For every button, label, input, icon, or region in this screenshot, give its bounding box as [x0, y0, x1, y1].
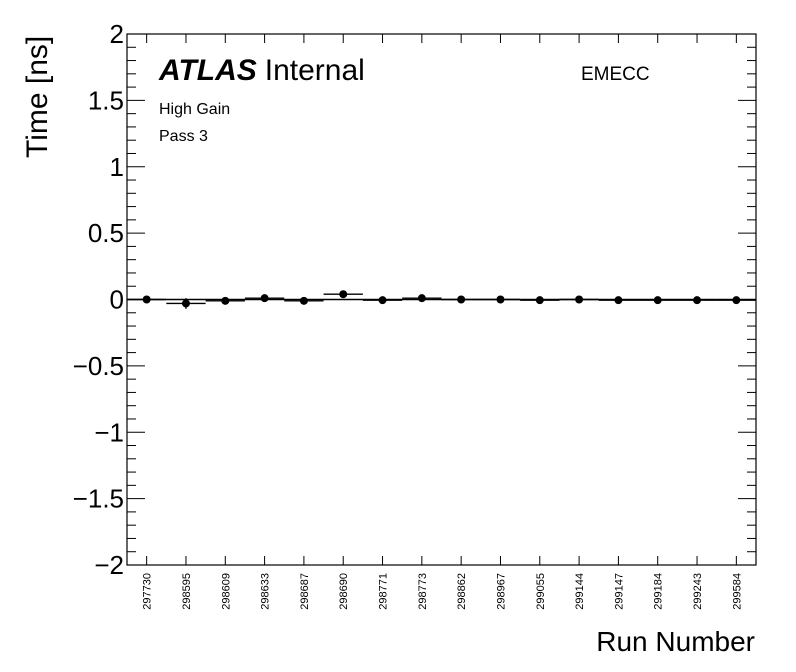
- data-point-marker: [693, 296, 702, 305]
- data-point-marker: [339, 290, 348, 299]
- data-point-marker: [732, 296, 741, 305]
- x-tick-label: 299144: [574, 573, 586, 610]
- data-point: [244, 294, 285, 303]
- pass-label: Pass 3: [159, 128, 208, 145]
- data-point: [716, 296, 756, 305]
- data-point: [520, 296, 560, 305]
- y-tick-label: −1.5: [73, 484, 124, 514]
- x-tick-label: 298609: [220, 573, 232, 610]
- data-point: [362, 296, 403, 305]
- data-point: [127, 295, 167, 304]
- data-point-marker: [299, 296, 308, 305]
- x-tick-label: 298690: [338, 573, 350, 610]
- data-point: [559, 295, 599, 304]
- x-tick-label: 297730: [142, 573, 154, 610]
- x-tick-label: 299184: [653, 573, 665, 610]
- atlas-label: ATLAS Internal: [158, 54, 365, 87]
- region-label: EMECC: [581, 64, 650, 85]
- data-point-marker: [417, 294, 426, 303]
- x-tick-label: 299584: [731, 573, 743, 610]
- atlas-label-bold: ATLAS: [158, 54, 257, 87]
- data-point: [205, 296, 245, 305]
- data-point-marker: [260, 294, 269, 303]
- plot-frame: [126, 33, 757, 566]
- data-point: [284, 296, 324, 305]
- data-point-marker: [496, 295, 505, 304]
- x-tick-label: 299055: [535, 573, 547, 610]
- gain-label: High Gain: [159, 101, 230, 118]
- data-point: [677, 296, 717, 305]
- data-point: [441, 295, 481, 304]
- data-point: [638, 296, 678, 305]
- y-tick-label: −0.5: [73, 351, 124, 381]
- x-tick-label: 299147: [613, 573, 625, 610]
- y-tick-label: 0.5: [88, 218, 124, 248]
- x-tick-label: 298967: [495, 573, 507, 610]
- y-tick-label: −1: [94, 417, 124, 447]
- data-point: [480, 295, 521, 304]
- y-tick-label: 1: [110, 152, 124, 182]
- y-tick-label: 1.5: [88, 85, 124, 115]
- x-tick-labels: 297730 298595 298609 298633 298687 298690 2987…: [142, 573, 744, 610]
- x-axis-label: Run Number: [596, 626, 755, 657]
- data-point-marker: [653, 296, 662, 305]
- x-tick-label: 298687: [299, 573, 311, 610]
- data-point-marker: [575, 295, 584, 304]
- data-point-marker: [378, 296, 387, 305]
- atlas-label-internal: Internal: [265, 54, 365, 87]
- data-point-marker: [142, 295, 151, 304]
- x-tick-label: 299243: [692, 573, 704, 610]
- y-tick-labels: 2 1.5 1 0.5 0 −0.5 −1 −1.5 −2: [73, 19, 124, 580]
- x-tick-label: 298773: [417, 573, 429, 610]
- data-point: [402, 294, 442, 303]
- y-axis-label: Time [ns]: [21, 36, 54, 158]
- axis-ticks: [127, 33, 756, 566]
- x-tick-label: 298862: [456, 573, 468, 610]
- data-point: [598, 296, 639, 305]
- data-point: [166, 298, 206, 309]
- y-tick-label: 2: [110, 19, 124, 49]
- data-point-marker: [181, 299, 190, 308]
- x-tick-label: 298633: [260, 573, 272, 610]
- x-tick-label: 298771: [378, 573, 390, 610]
- data-point-marker: [614, 296, 623, 305]
- y-tick-label: 0: [110, 285, 124, 315]
- data-point: [323, 290, 363, 299]
- x-tick-label: 298595: [181, 573, 193, 610]
- y-tick-label: −2: [94, 550, 124, 580]
- data-point-marker: [221, 296, 230, 305]
- data-points: [127, 290, 756, 309]
- data-point-marker: [457, 295, 466, 304]
- data-point-marker: [535, 296, 544, 305]
